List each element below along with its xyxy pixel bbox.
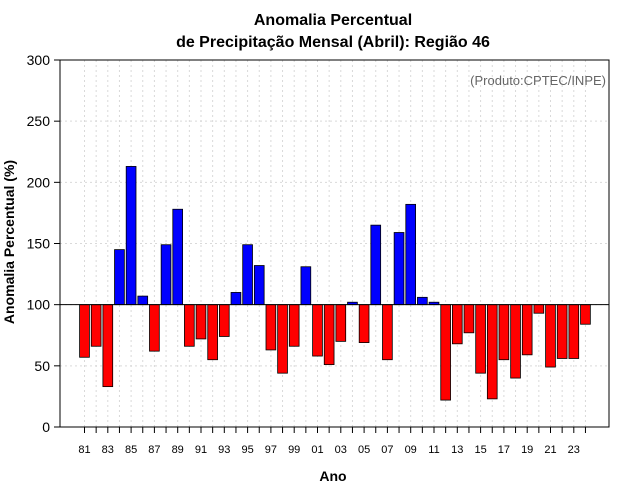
bar-99 xyxy=(288,304,300,347)
x-tick-label-83: 83 xyxy=(102,444,114,456)
grid-lines xyxy=(60,60,609,427)
bar-81 xyxy=(79,304,90,358)
bar-18 xyxy=(510,304,521,379)
x-tick-label-89: 89 xyxy=(172,444,184,456)
bars xyxy=(79,166,591,401)
x-tick-label-09: 09 xyxy=(405,444,417,456)
x-tick-label-99: 99 xyxy=(288,444,300,456)
bar-22 xyxy=(556,304,568,359)
bar-86 xyxy=(137,295,149,306)
bar-83 xyxy=(102,304,114,388)
x-tick-label-19: 19 xyxy=(521,444,533,456)
x-tick-label-87: 87 xyxy=(148,444,160,456)
x-axis-label: Ano xyxy=(319,468,346,484)
x-tick-label-95: 95 xyxy=(241,444,253,456)
x-axis: 81 83 85 87 89 91 93 95 97 99 01 03 05 07 09 11 13 15 17 19… xyxy=(78,427,586,456)
bar-95 xyxy=(242,244,253,306)
y-tick-label-250: 250 xyxy=(27,113,51,129)
bar-93 xyxy=(218,304,230,337)
x-tick-label-93: 93 xyxy=(218,444,230,456)
x-tick-label-23: 23 xyxy=(568,444,580,456)
bar-00 xyxy=(300,266,312,306)
bar-94 xyxy=(230,292,242,306)
chart-title-line1: Anomalia Percentual xyxy=(254,12,412,29)
x-tick-label-01: 01 xyxy=(311,444,323,456)
x-tick-label-15: 15 xyxy=(474,444,486,456)
y-tick-label-150: 150 xyxy=(27,236,51,252)
bar-09 xyxy=(405,203,416,306)
bar-92 xyxy=(207,304,218,361)
chart-title-line2: de Precipitação Mensal (Abril): Região 4… xyxy=(176,34,490,51)
bar-91 xyxy=(195,304,207,340)
y-axis-label: Anomalia Percentual (%) xyxy=(1,160,17,324)
bar-05 xyxy=(358,304,370,343)
bar-08 xyxy=(393,232,405,306)
bar-21 xyxy=(545,304,556,368)
bar-15 xyxy=(475,304,486,374)
credit-text: (Produto:CPTEC/INPE) xyxy=(470,73,606,88)
bar-17 xyxy=(498,304,510,361)
bar-20 xyxy=(533,304,545,314)
bar-24 xyxy=(580,304,591,325)
bar-10 xyxy=(417,296,428,306)
bar-12 xyxy=(440,304,451,401)
x-tick-label-85: 85 xyxy=(125,444,137,456)
bar-19 xyxy=(521,304,533,356)
x-tick-label-13: 13 xyxy=(451,444,463,456)
bar-98 xyxy=(277,304,288,374)
x-tick-label-17: 17 xyxy=(498,444,510,456)
bar-23 xyxy=(568,304,580,359)
bar-90 xyxy=(184,304,195,347)
x-tick-label-05: 05 xyxy=(358,444,370,456)
bar-16 xyxy=(486,304,498,400)
bar-96 xyxy=(253,265,265,306)
bar-02 xyxy=(323,304,335,366)
bar-85 xyxy=(125,166,137,306)
x-tick-label-91: 91 xyxy=(195,444,207,456)
bar-07 xyxy=(382,304,393,361)
x-tick-label-21: 21 xyxy=(544,444,556,456)
bar-82 xyxy=(90,304,102,347)
bar-97 xyxy=(265,304,277,351)
bar-89 xyxy=(172,208,184,306)
bar-03 xyxy=(335,304,347,342)
bar-88 xyxy=(160,244,172,306)
bar-84 xyxy=(114,249,125,306)
x-tick-label-81: 81 xyxy=(78,444,90,456)
x-tick-label-07: 07 xyxy=(381,444,393,456)
bar-87 xyxy=(149,304,160,352)
bar-13 xyxy=(451,304,463,345)
y-axis: 0 50 100 150 200 250 300 xyxy=(27,52,60,435)
y-tick-label-50: 50 xyxy=(34,358,50,374)
y-tick-label-300: 300 xyxy=(27,52,51,68)
bar-01 xyxy=(312,304,323,357)
bar-14 xyxy=(463,304,475,334)
x-tick-label-03: 03 xyxy=(335,444,347,456)
x-tick-label-11: 11 xyxy=(428,444,439,456)
y-tick-label-200: 200 xyxy=(27,174,51,190)
bar-06 xyxy=(370,224,382,306)
y-tick-label-0: 0 xyxy=(42,419,50,435)
y-tick-label-100: 100 xyxy=(27,297,51,313)
x-tick-label-97: 97 xyxy=(265,444,277,456)
